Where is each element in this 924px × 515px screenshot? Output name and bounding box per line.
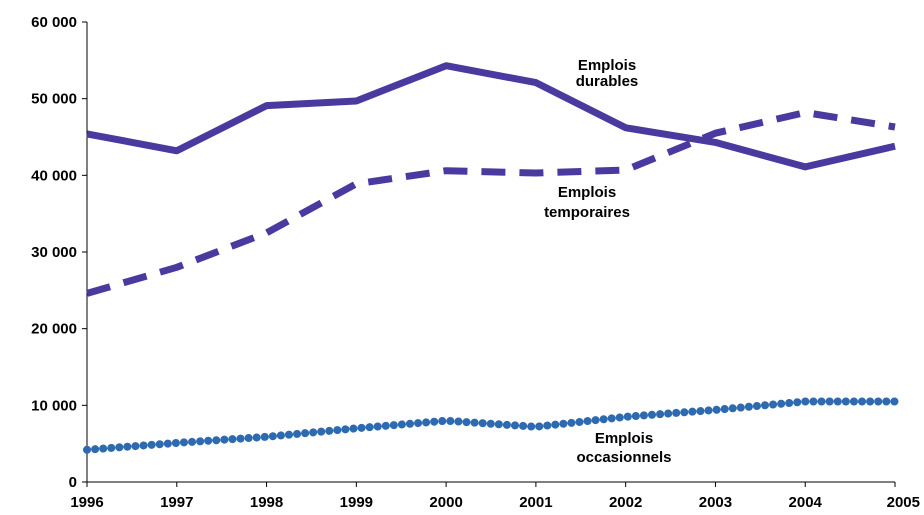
- y-tick-label: 10 000: [31, 397, 77, 414]
- x-tick-label: 2002: [609, 494, 642, 511]
- y-tick-label: 0: [69, 474, 77, 491]
- series-emplois-occasionnels-label: Emplois: [595, 430, 653, 447]
- series-emplois-temporaires-label: temporaires: [544, 204, 630, 221]
- x-tick-label: 2004: [789, 494, 823, 511]
- series-labels: EmploisdurablesEmploistemporairesEmplois…: [544, 57, 671, 466]
- series-emplois-temporaires-line: [86, 109, 896, 297]
- x-tick-label: 2000: [429, 494, 462, 511]
- y-tick-label: 30 000: [31, 244, 77, 261]
- series-emplois-durables-label: durables: [576, 73, 639, 90]
- x-tick-label: 2003: [699, 494, 732, 511]
- x-tick-label: 2001: [519, 494, 552, 511]
- series-emplois-durables-label: Emplois: [578, 57, 636, 74]
- y-tick-label: 40 000: [31, 167, 77, 184]
- series-emplois-temporaires-label: Emplois: [558, 184, 616, 201]
- y-tick-label: 20 000: [31, 321, 77, 338]
- y-tick-label: 50 000: [31, 91, 77, 108]
- x-tick-label: 1999: [340, 494, 373, 511]
- y-tick-label: 60 000: [31, 14, 77, 31]
- axis-ticks: 0 10 000 20 000 30 000 40 000 50 000 60 000 199…: [31, 14, 920, 511]
- x-tick-label: 1996: [70, 494, 103, 511]
- x-tick-label: 1998: [250, 494, 283, 511]
- x-tick-label: 1997: [160, 494, 193, 511]
- series-emplois-occasionnels-label: occasionnels: [576, 449, 671, 466]
- series-emplois-occasionnels-line: [83, 397, 899, 454]
- series-layer: [83, 62, 899, 454]
- x-tick-label: 2005: [887, 494, 920, 511]
- series-emplois-durables-line: [86, 62, 896, 171]
